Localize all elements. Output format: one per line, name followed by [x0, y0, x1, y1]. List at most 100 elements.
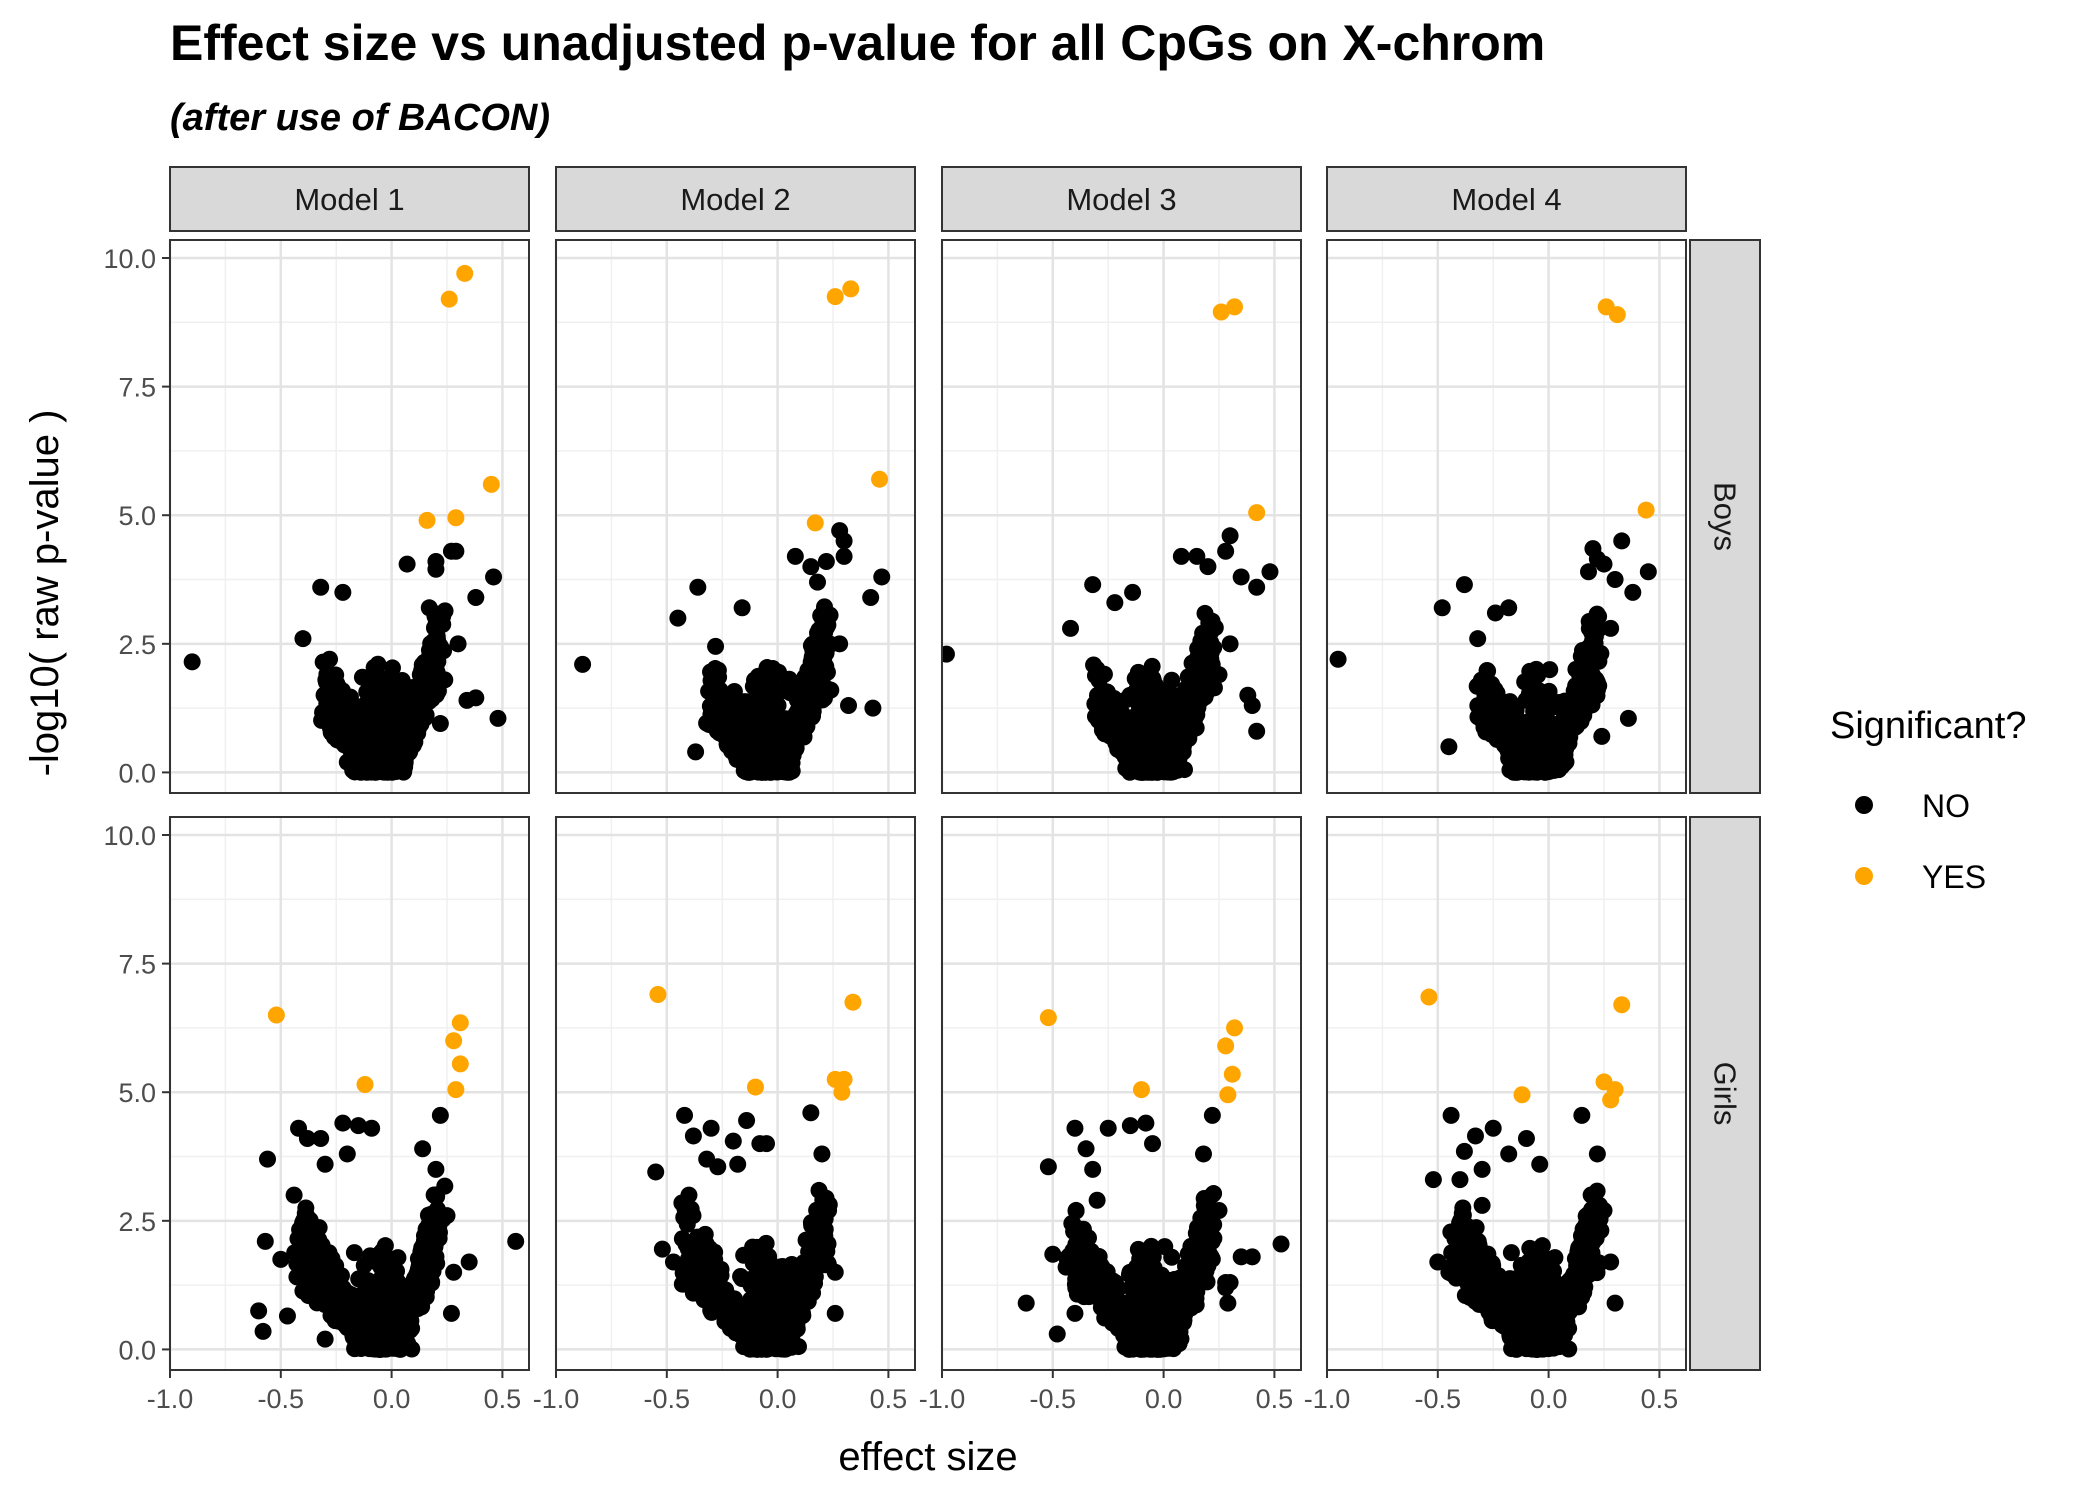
nonsignificant-point [436, 671, 454, 689]
nonsignificant-point [1261, 563, 1279, 581]
cloud-point [744, 677, 762, 695]
nonsignificant-point [1639, 563, 1657, 581]
cloud-point [395, 1335, 413, 1353]
cloud-point [765, 1300, 783, 1318]
nonsignificant-point [1455, 576, 1473, 594]
nonsignificant-point [294, 630, 312, 648]
data-points [647, 985, 862, 1358]
nonsignificant-point [427, 1160, 445, 1178]
cloud-point [753, 1327, 771, 1345]
nonsignificant-point [709, 1158, 727, 1176]
nonsignificant-point [751, 1135, 769, 1153]
facet-panel [940, 816, 1302, 1371]
cloud-point [398, 735, 416, 753]
nonsignificant-point [442, 1304, 460, 1322]
facet-panel [940, 239, 1302, 794]
nonsignificant-point [321, 650, 339, 668]
nonsignificant-point [862, 589, 880, 607]
significant-point [746, 1078, 764, 1096]
nonsignificant-point [820, 1202, 838, 1220]
cloud-point [372, 710, 390, 728]
cloud-point [776, 740, 794, 758]
cloud-point [1491, 695, 1509, 713]
nonsignificant-point [1232, 568, 1250, 586]
nonsignificant-point [835, 532, 853, 550]
nonsignificant-point [1188, 547, 1206, 565]
cloud-point [678, 1269, 696, 1287]
cloud-point [1117, 721, 1135, 739]
cloud-point [708, 1274, 726, 1292]
significant-point [1248, 504, 1266, 522]
nonsignificant-point [835, 547, 853, 565]
cloud-point [1142, 703, 1160, 721]
significant-point [1226, 298, 1244, 316]
y-tick-label: 5.0 [118, 501, 156, 531]
nonsignificant-point [1593, 727, 1611, 745]
x-tick-label: 0.0 [373, 1384, 411, 1414]
cloud-point [1479, 662, 1497, 680]
significant-point [871, 470, 889, 488]
cloud-point [361, 1306, 379, 1324]
cloud-point [384, 731, 402, 749]
cloud-point [806, 1248, 824, 1266]
cloud-point [1588, 605, 1606, 623]
cloud-point [297, 1225, 315, 1243]
nonsignificant-point [738, 1112, 756, 1130]
cloud-point [1143, 749, 1161, 767]
facet-panel [1325, 239, 1687, 794]
panel-border [169, 239, 530, 794]
nonsignificant-point [1119, 748, 1137, 766]
cloud-point [372, 1332, 390, 1350]
facet-strip-top [555, 166, 916, 232]
cloud-point [1178, 685, 1196, 703]
significant-point [482, 475, 500, 493]
nonsignificant-point [316, 1155, 334, 1173]
cloud-point [772, 1258, 790, 1276]
y-tick-label: 0.0 [118, 1335, 156, 1365]
nonsignificant-point [802, 1104, 820, 1122]
cloud-point [341, 1317, 359, 1335]
cloud-point [800, 666, 818, 684]
cloud-point [379, 1296, 397, 1314]
significant-point [440, 290, 458, 308]
facet-strip-top [169, 166, 530, 232]
cloud-point [716, 1313, 734, 1331]
nonsignificant-point [1084, 576, 1102, 594]
nonsignificant-point [873, 568, 891, 586]
nonsignificant-point [808, 573, 826, 591]
nonsignificant-point [1248, 578, 1266, 596]
cloud-point [320, 1244, 338, 1262]
significant-point [356, 1075, 374, 1093]
cloud-point [378, 1310, 396, 1328]
cloud-point [1153, 689, 1171, 707]
cloud-point [736, 738, 754, 756]
cloud-point [705, 701, 723, 719]
cloud-point [1533, 683, 1551, 701]
nonsignificant-point [1221, 527, 1239, 545]
y-tick-label: 2.5 [118, 630, 156, 660]
nonsignificant-point [813, 1145, 831, 1163]
nonsignificant-point [817, 553, 835, 571]
cloud-point [1174, 713, 1192, 731]
cloud-point [708, 661, 726, 679]
significant-point [445, 1032, 463, 1050]
cloud-point [760, 678, 778, 696]
cloud-point [1484, 678, 1502, 696]
nonsignificant-point [254, 1322, 272, 1340]
nonsignificant-point [1595, 555, 1613, 573]
nonsignificant-point [864, 699, 882, 717]
nonsignificant-point [285, 1186, 303, 1204]
cloud-point [1586, 640, 1604, 658]
nonsignificant-point [338, 1145, 356, 1163]
cloud-point [740, 1247, 758, 1265]
cloud-point [388, 718, 406, 736]
nonsignificant-point [702, 1119, 720, 1137]
cloud-point [757, 1263, 775, 1281]
significant-point [842, 280, 860, 298]
nonsignificant-point [1440, 738, 1458, 756]
cloud-point [744, 756, 762, 774]
nonsignificant-point [1624, 583, 1642, 601]
nonsignificant-point [312, 578, 330, 596]
significant-point [451, 1055, 469, 1073]
